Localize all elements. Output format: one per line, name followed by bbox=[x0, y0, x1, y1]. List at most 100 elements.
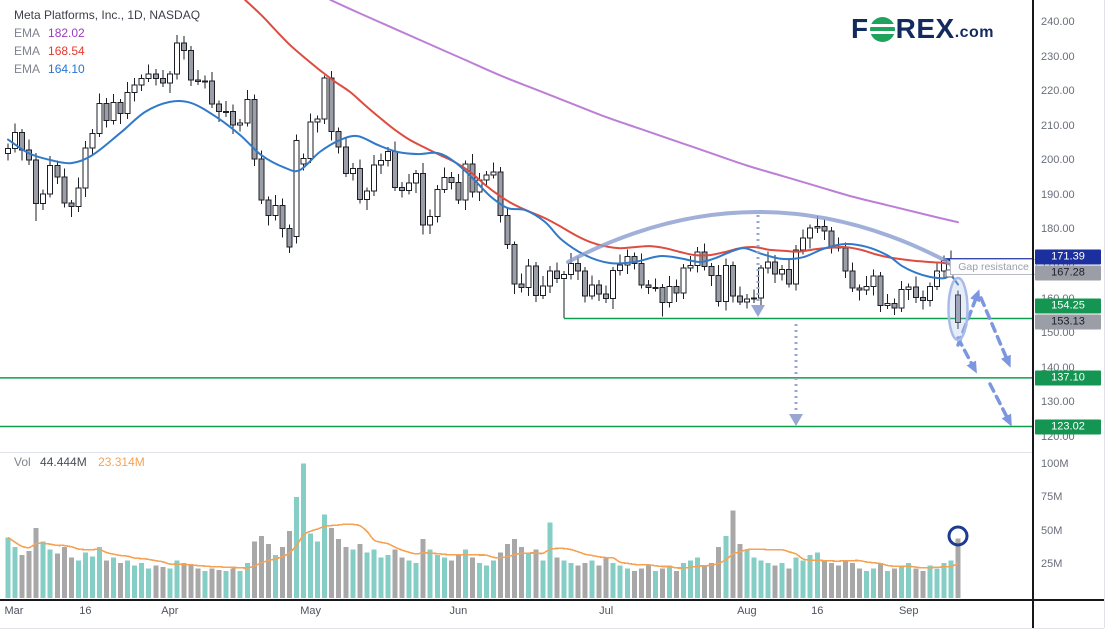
candle-body bbox=[870, 275, 877, 288]
time-axis-tick: Mar bbox=[4, 605, 24, 617]
price-axis-tick: 230.00 bbox=[1041, 50, 1075, 63]
volume-bar bbox=[645, 565, 651, 598]
candle-body bbox=[912, 286, 919, 299]
candle-body bbox=[370, 164, 377, 192]
candle-body bbox=[849, 270, 856, 289]
candle-body bbox=[603, 293, 610, 300]
projection-arrow-line[interactable] bbox=[956, 336, 974, 366]
ema-fast-line bbox=[7, 99, 959, 286]
candle-body bbox=[47, 165, 54, 195]
projection-arrowhead-icon[interactable] bbox=[1001, 354, 1011, 368]
volume-bar bbox=[420, 538, 426, 598]
candle-body bbox=[553, 270, 560, 280]
measure-arrowhead-icon bbox=[751, 305, 765, 317]
time-axis-tick: Jun bbox=[449, 605, 468, 617]
candle-body bbox=[82, 147, 89, 189]
volume-bar bbox=[688, 560, 694, 598]
price-axis-tick: 210.00 bbox=[1041, 119, 1075, 132]
candle-body bbox=[546, 270, 553, 287]
candle-body bbox=[497, 171, 504, 217]
volume-bar bbox=[54, 553, 60, 598]
rounded-top-arc[interactable] bbox=[566, 210, 958, 272]
volume-bar bbox=[125, 560, 131, 598]
price-label-badge: 167.28 bbox=[1035, 265, 1101, 281]
candle-body bbox=[61, 176, 68, 204]
candle-body bbox=[525, 265, 532, 288]
volume-bar bbox=[505, 544, 511, 598]
time-axis-tick: 16 bbox=[79, 605, 92, 617]
volume-bar bbox=[786, 568, 792, 598]
volume-bar bbox=[132, 565, 138, 598]
volume-bar bbox=[603, 557, 609, 598]
candle-body bbox=[300, 158, 307, 165]
volume-bar bbox=[596, 565, 602, 598]
volume-spike-circle[interactable] bbox=[947, 525, 969, 547]
volume-bar bbox=[61, 546, 67, 598]
volume-bar bbox=[12, 546, 18, 598]
candle-body bbox=[715, 274, 722, 302]
volume-bar bbox=[800, 560, 806, 598]
volume-bar bbox=[561, 560, 567, 598]
price-label-badge: 137.10 bbox=[1035, 370, 1101, 386]
candle-body bbox=[772, 261, 779, 275]
price-label-badge: 153.13 bbox=[1035, 314, 1101, 330]
volume-bar bbox=[723, 536, 729, 598]
candle-body bbox=[40, 193, 47, 205]
time-axis-tick: Jul bbox=[599, 605, 614, 617]
volume-bar bbox=[336, 538, 342, 598]
time-axis-tick: 16 bbox=[811, 605, 824, 617]
candle-body bbox=[96, 102, 103, 134]
volume-bar bbox=[265, 544, 271, 598]
projection-arrow-line[interactable] bbox=[988, 382, 1009, 419]
last-candle-highlight-ellipse[interactable] bbox=[947, 276, 969, 342]
volume-bar bbox=[617, 565, 623, 598]
candle-body bbox=[905, 286, 912, 291]
projection-arrowhead-icon[interactable] bbox=[970, 289, 981, 303]
candle-body bbox=[265, 199, 272, 216]
candle-body bbox=[138, 78, 145, 86]
volume-bar bbox=[89, 556, 95, 598]
volume-bar bbox=[716, 546, 722, 598]
volume-bar bbox=[554, 557, 560, 598]
candle-body bbox=[223, 111, 230, 114]
candle-body bbox=[244, 98, 251, 124]
volume-bar bbox=[582, 563, 588, 598]
price-label-badge: 154.25 bbox=[1035, 298, 1101, 314]
volume-bar bbox=[589, 560, 595, 598]
candle-body bbox=[694, 251, 701, 266]
volume-bar bbox=[385, 554, 391, 598]
ema-legend-slow: EMA 182.02 bbox=[14, 26, 85, 40]
volume-bar bbox=[624, 568, 630, 598]
volume-bar bbox=[392, 549, 398, 598]
candle-body bbox=[145, 73, 152, 80]
volume-bar bbox=[5, 537, 11, 598]
gap-resistance-annotation[interactable]: Gap resistance bbox=[950, 259, 1037, 275]
volume-bar bbox=[695, 557, 701, 598]
right-border bbox=[1104, 0, 1105, 628]
volume-bar bbox=[758, 560, 764, 598]
candle-body bbox=[877, 275, 884, 307]
volume-bar bbox=[842, 560, 848, 598]
projection-arrow-line[interactable] bbox=[979, 296, 1009, 360]
volume-ma-value: 23.314M bbox=[98, 455, 145, 469]
volume-bar bbox=[828, 563, 834, 598]
candle-body bbox=[610, 269, 617, 300]
logo-letter-f: F bbox=[851, 13, 869, 44]
volume-bar bbox=[160, 567, 166, 598]
candle-body bbox=[159, 78, 166, 84]
volume-bar bbox=[181, 563, 187, 598]
support-lines[interactable] bbox=[0, 317, 1032, 428]
volume-bar bbox=[885, 571, 891, 598]
candle-body bbox=[596, 284, 603, 295]
volume-bar bbox=[906, 563, 912, 598]
volume-bar bbox=[118, 563, 124, 598]
candle-body bbox=[652, 286, 659, 289]
candle-body bbox=[5, 148, 11, 154]
projection-arrowhead-icon[interactable] bbox=[966, 360, 977, 374]
candle-body bbox=[638, 262, 645, 286]
projection-arrowhead-icon[interactable] bbox=[1001, 413, 1012, 427]
candle-body bbox=[483, 174, 490, 181]
price-axis-tick: 180.00 bbox=[1041, 223, 1075, 236]
volume-bar bbox=[406, 560, 412, 598]
